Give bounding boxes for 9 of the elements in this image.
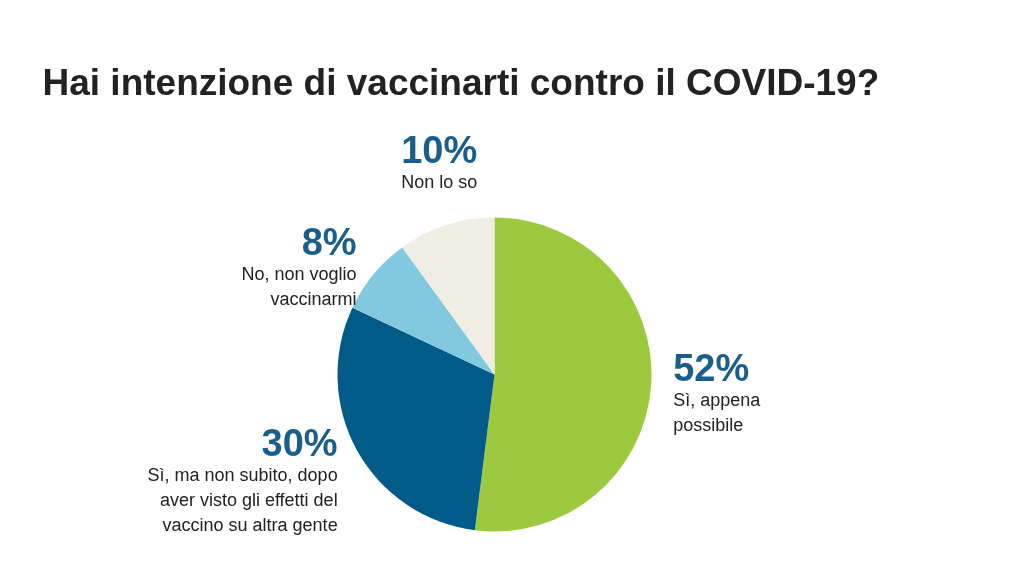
data-label: 10% [401, 128, 478, 171]
slice-label: No, non voglio vaccinarmi [241, 264, 357, 310]
slice-label: Sì, appena possibile [673, 389, 762, 435]
slice-label: Sì, ma non subito, dopo aver visto gli effetti del vaccino su altra gente [147, 464, 338, 535]
chart-title: Hai intenzione di vaccinarti contro il COVID-19? [42, 62, 880, 103]
slice-label: Non lo so [401, 171, 478, 192]
data-label: 8% [301, 221, 357, 264]
data-label: 30% [261, 421, 338, 464]
data-label: 52% [673, 346, 750, 389]
